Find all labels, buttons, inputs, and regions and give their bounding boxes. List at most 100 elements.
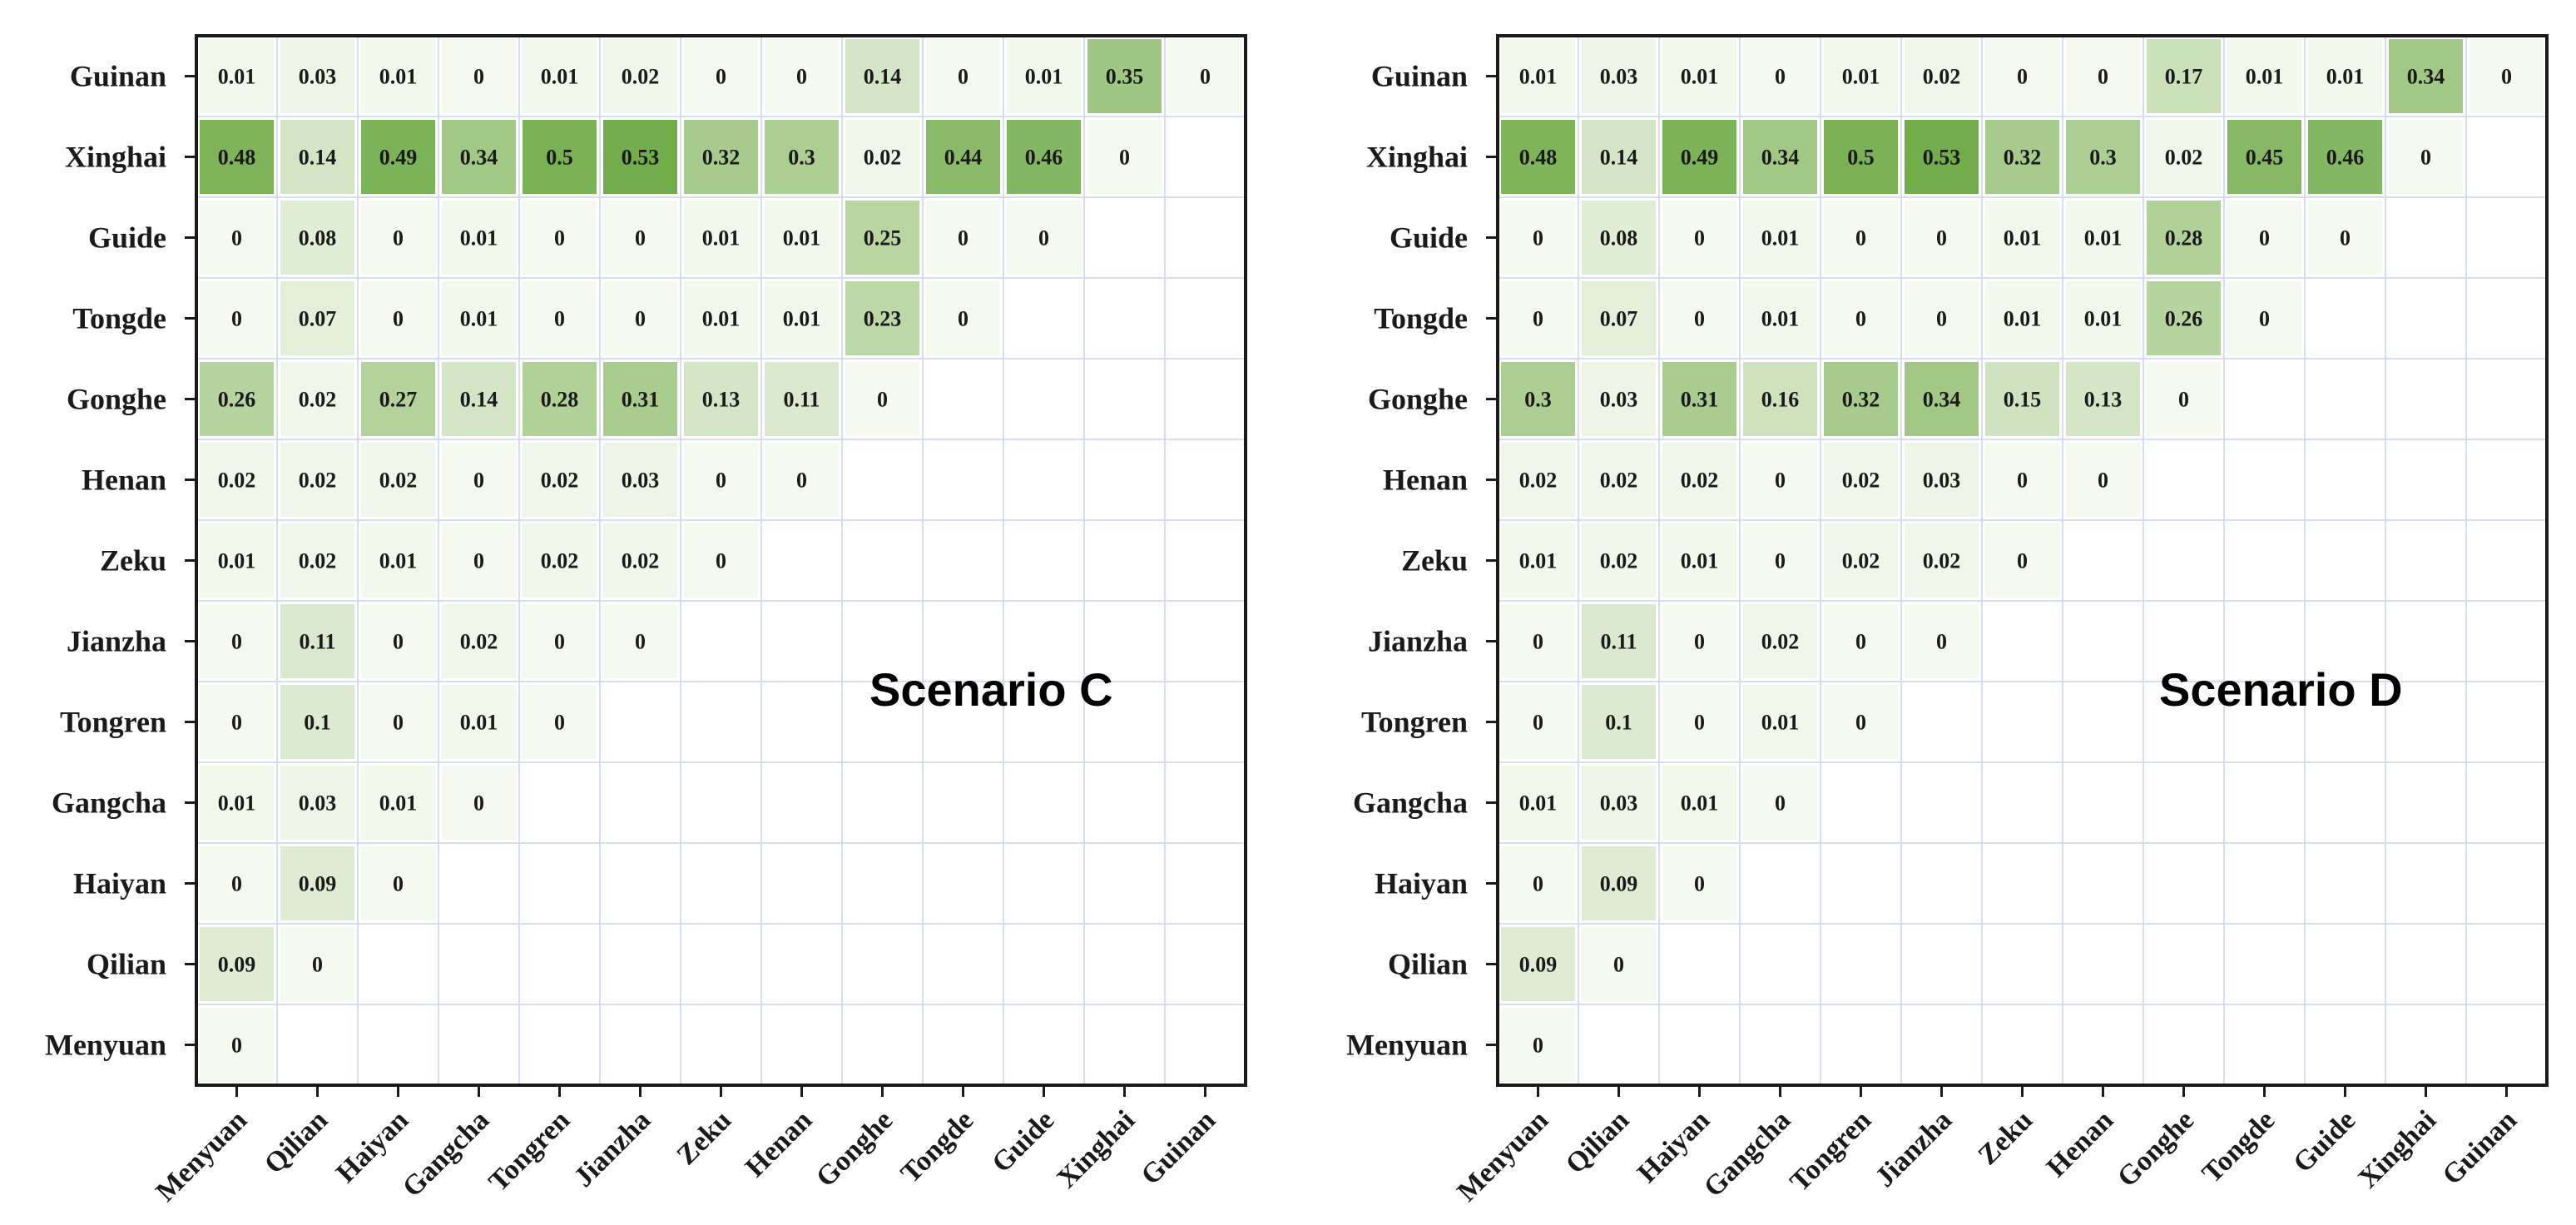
y-axis: Guinan Xinghai Guide Tongde Gonghe Henan Zeku J… <box>45 60 196 1062</box>
cell-value-label: 0 <box>1533 711 1543 735</box>
heatmap-cell <box>523 281 597 355</box>
cell-value-label: 0.02 <box>541 469 579 493</box>
heatmap-cell <box>926 281 1000 355</box>
heatmap-cell <box>442 281 516 355</box>
x-axis: Menyuan QilianHaiyanGangchaTongrenJianzha… <box>150 1085 1221 1208</box>
cell-value-label: 0.02 <box>1600 549 1638 573</box>
heatmap-cell <box>2308 201 2382 275</box>
heatmap-cell <box>2469 39 2544 113</box>
heatmap-cell <box>1743 523 1817 598</box>
heatmap-cell <box>1582 523 1656 598</box>
cell-value-label: 0 <box>958 226 968 250</box>
cell-value-label: 0 <box>1694 630 1705 654</box>
cell-value-label: 0.02 <box>864 146 902 170</box>
heatmap-cell <box>1743 281 1817 355</box>
heatmap-cell <box>2066 120 2140 194</box>
cell-value-label: 0.02 <box>299 469 337 493</box>
cell-value-label: 0.01 <box>460 226 498 250</box>
cell-value-label: 0.02 <box>1842 549 1880 573</box>
x-axis: Menyuan QilianHaiyanGangchaTongrenJianzha… <box>1451 1085 2523 1208</box>
x-tick-label: Xinghai <box>1051 1104 1141 1194</box>
cell-value-label: 0.01 <box>2326 65 2365 89</box>
heatmap-cell <box>280 201 354 275</box>
cell-value-label: 0 <box>393 872 404 896</box>
heatmap-cell <box>280 604 354 678</box>
cell-value-label: 0.01 <box>218 65 256 89</box>
heatmap-cell <box>361 281 435 355</box>
cell-value-label: 0.07 <box>1600 307 1638 331</box>
x-tick-label: Gangcha <box>397 1104 495 1203</box>
heatmap-cell <box>1501 281 1575 355</box>
heatmap-cell <box>1985 523 2059 598</box>
cell-value-label: 0 <box>231 226 242 250</box>
heatmap-cell <box>603 281 677 355</box>
heatmap-cell <box>1168 39 1242 113</box>
y-tick-label: Haiyan <box>1375 867 1468 900</box>
heatmap-cell <box>200 201 274 275</box>
x-tick-label: Gangcha <box>1698 1104 1796 1203</box>
cell-value-label: 0.46 <box>2326 146 2365 170</box>
y-tick-label: Qilian <box>1388 948 1468 981</box>
heatmap-cell <box>1824 39 1898 113</box>
y-tick-label: Jianzha <box>67 625 166 658</box>
cell-value-label: 0 <box>1936 307 1947 331</box>
heatmap-cell <box>1582 604 1656 678</box>
cell-value-label: 0.01 <box>379 549 418 573</box>
cell-value-label: 0.01 <box>460 307 498 331</box>
x-tick-label: Guide <box>986 1104 1060 1178</box>
heatmap-cell <box>280 846 354 920</box>
heatmap-cell <box>1985 281 2059 355</box>
cell-value-label: 0.02 <box>1842 469 1880 493</box>
cell-value-label: 0.01 <box>2004 307 2042 331</box>
heatmap-cell <box>442 766 516 840</box>
cell-value-label: 0 <box>1775 469 1786 493</box>
heatmap-cell <box>1662 685 1736 759</box>
heatmap-cell <box>2389 39 2463 113</box>
heatmap-cell <box>1007 201 1081 275</box>
x-tick-label: Jianzha <box>1870 1104 1958 1193</box>
heatmap-cell <box>1501 927 1575 1001</box>
heatmap-cell <box>523 120 597 194</box>
heatmap-cell <box>361 39 435 113</box>
cell-value-label: 0.02 <box>2165 146 2203 170</box>
heatmap-cell <box>845 120 919 194</box>
heatmap-cell <box>2227 120 2301 194</box>
cell-value-label: 0.1 <box>1605 711 1632 735</box>
y-tick-label: Guide <box>88 221 166 255</box>
heatmap-cell <box>200 523 274 598</box>
heatmap-cell <box>1501 201 1575 275</box>
y-axis: Guinan Xinghai Guide Tongde Gonghe Henan Zeku J… <box>1346 60 1498 1062</box>
heatmap-cell <box>2308 39 2382 113</box>
heatmap-cell <box>442 201 516 275</box>
heatmap-cell <box>1582 201 1656 275</box>
heatmap-cell <box>1824 281 1898 355</box>
heatmap-cell <box>280 766 354 840</box>
cell-value-label: 0 <box>1855 307 1866 331</box>
cell-value-label: 0 <box>231 1034 242 1058</box>
cell-value-label: 0 <box>312 953 323 977</box>
heatmap-cell <box>684 362 758 436</box>
heatmap-cell <box>1501 846 1575 920</box>
heatmap-cell <box>1905 604 1979 678</box>
cell-value-label: 0.01 <box>1681 549 1719 573</box>
cell-value-label: 0.02 <box>218 469 256 493</box>
cell-value-label: 0.01 <box>2084 226 2123 250</box>
heatmap-cell <box>1582 927 1656 1001</box>
cell-value-label: 0.01 <box>1025 65 1063 89</box>
cell-value-label: 0 <box>473 791 484 816</box>
cell-value-label: 0.02 <box>460 630 498 654</box>
cell-value-label: 0.13 <box>702 388 741 412</box>
cell-value-label: 0 <box>716 549 726 573</box>
cell-value-label: 0.49 <box>379 146 418 170</box>
grid-lines <box>1498 36 2547 1085</box>
cell-value-label: 0 <box>635 630 646 654</box>
heatmap-cell <box>2147 362 2221 436</box>
heatmap-cell <box>765 120 839 194</box>
heatmap-cell <box>1662 523 1736 598</box>
heatmap-cell <box>1985 443 2059 517</box>
cell-value-label: 0 <box>1775 549 1786 573</box>
cell-value-label: 0 <box>2501 65 2512 89</box>
cell-value-label: 0.02 <box>1519 469 1558 493</box>
cell-value-label: 0 <box>1533 1034 1543 1058</box>
